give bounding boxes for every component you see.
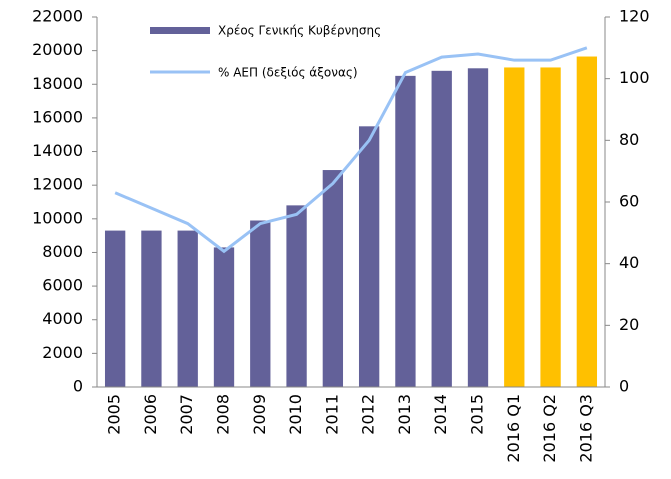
y-tick-label: 8000 [42, 242, 83, 261]
bar [576, 56, 598, 387]
y-tick-label: 0 [73, 377, 83, 396]
bar [358, 126, 380, 388]
y2-tick-label: 100 [619, 68, 650, 87]
x-tick-label: 2007 [177, 394, 196, 435]
y-tick-label: 20000 [32, 40, 83, 59]
line [114, 46, 588, 254]
x-tick-label: 2012 [359, 394, 378, 435]
bar [322, 170, 344, 387]
bar [540, 67, 561, 388]
legend-label: Χρέος Γενικής Κυβέρνησης [218, 24, 381, 38]
y-tick-label: 22000 [32, 7, 83, 26]
y-tick-label: 6000 [42, 276, 83, 295]
legend-swatch [150, 27, 210, 34]
x-tick-label: 2016 Q2 [540, 394, 559, 463]
bar [141, 230, 162, 387]
y-tick-label: 2000 [42, 343, 83, 362]
y2-tick-label: 0 [619, 377, 629, 396]
y-tick-label: 12000 [32, 175, 83, 194]
bar [431, 70, 452, 388]
x-tick-label: 2016 Q1 [504, 394, 523, 463]
y2-tick-label: 60 [619, 192, 639, 211]
y-tick-label: 16000 [32, 107, 83, 126]
x-tick-label: 2013 [395, 394, 414, 435]
bar [213, 247, 235, 387]
x-tick-label: 2005 [105, 394, 124, 435]
y2-tick-label: 20 [619, 315, 639, 334]
x-tick-label: 2011 [322, 394, 341, 435]
y2-tick-label: 80 [619, 130, 639, 149]
x-tick-label: 2016 Q3 [576, 394, 595, 463]
y-tick-label: 18000 [32, 74, 83, 93]
bar [104, 230, 126, 387]
bar [467, 68, 489, 387]
bar [250, 220, 271, 387]
y2-tick-label: 120 [619, 7, 650, 26]
x-tick-label: 2010 [286, 394, 305, 435]
bar [504, 67, 525, 388]
y-tick-label: 10000 [32, 208, 83, 227]
bar [286, 205, 307, 387]
x-tick-label: 2015 [468, 394, 487, 435]
x-tick-label: 2009 [250, 394, 269, 435]
y2-tick-label: 40 [619, 253, 639, 272]
y-tick-label: 14000 [32, 141, 83, 160]
x-tick-label: 2014 [431, 394, 450, 435]
legend-label: % ΑΕΠ (δεξιός άξονας) [218, 66, 358, 80]
y-tick-label: 4000 [42, 309, 83, 328]
bar [177, 230, 198, 387]
x-tick-label: 2008 [214, 394, 233, 435]
bar [395, 75, 416, 387]
x-tick-label: 2006 [141, 394, 160, 435]
